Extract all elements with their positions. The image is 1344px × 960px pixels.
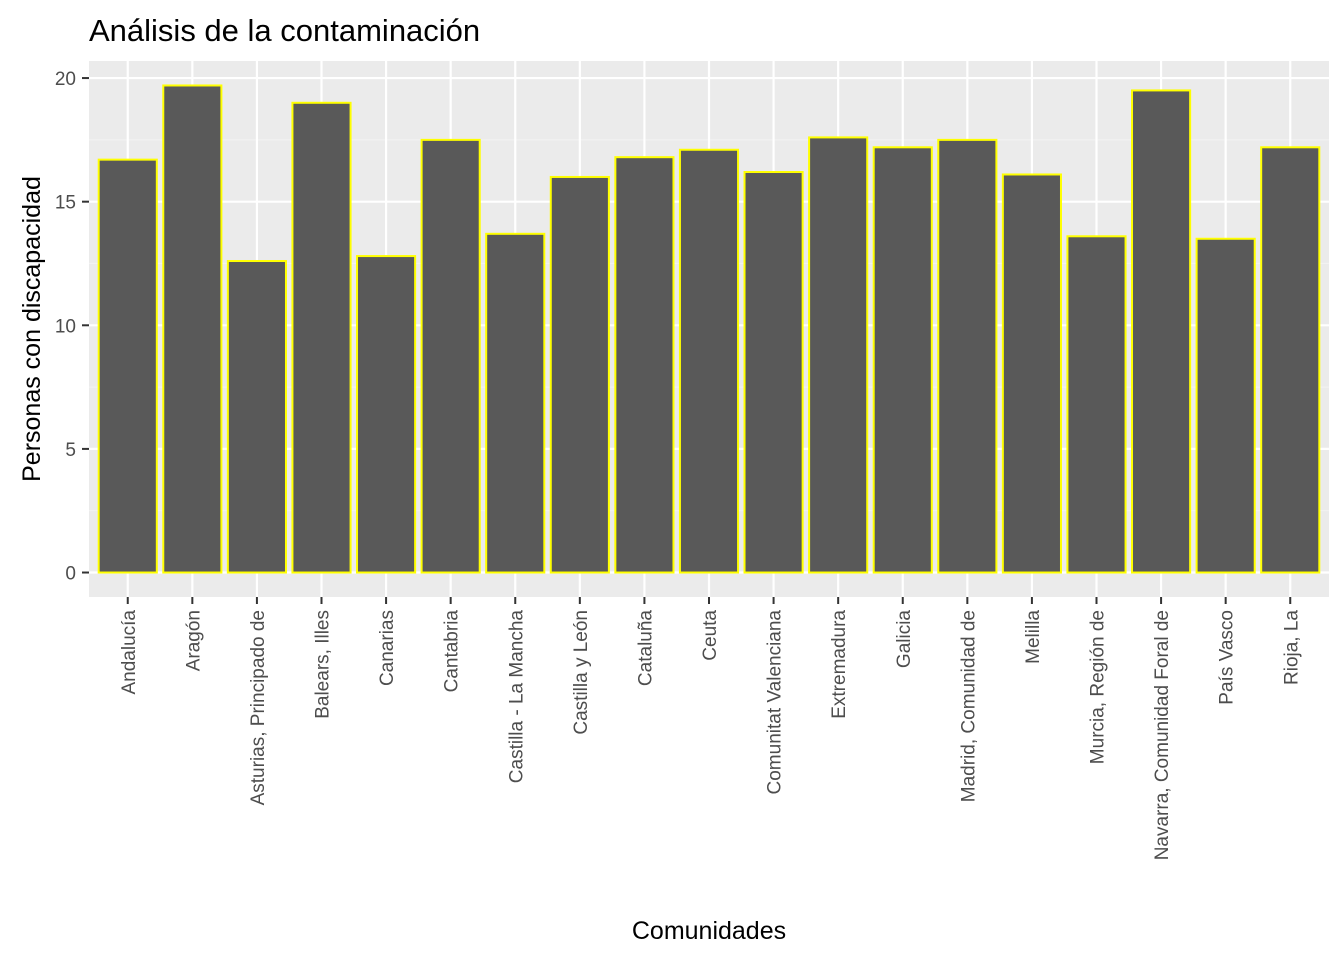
y-tick-label: 5 — [65, 440, 76, 461]
bar — [1001, 173, 1062, 574]
x-axis-ticks: Andalucía Aragón Asturias, Principado de Ba… — [119, 597, 1302, 860]
bar — [808, 136, 869, 574]
x-tick-label: Comunitat Valenciana — [765, 610, 786, 795]
bar — [1260, 146, 1321, 574]
x-tick-label: Castilla y León — [571, 610, 592, 735]
bar — [162, 84, 223, 574]
x-tick-label: País Vasco — [1217, 610, 1238, 705]
bar — [420, 138, 481, 574]
x-tick-label: Galicia — [894, 610, 915, 669]
bar — [743, 171, 804, 574]
chart-title: Análisis de la contaminación — [89, 13, 480, 48]
bar — [226, 260, 287, 574]
y-tick-label: 10 — [55, 316, 76, 337]
y-axis-ticks: 0 5 10 15 20 — [55, 69, 89, 585]
bar — [1066, 235, 1127, 574]
x-tick-label: Andalucía — [119, 610, 140, 695]
x-tick-label: Cataluña — [635, 610, 656, 686]
bar — [937, 138, 998, 574]
bar — [678, 148, 740, 574]
y-tick-label: 15 — [55, 193, 76, 214]
bar — [97, 158, 158, 574]
bar — [1195, 237, 1256, 574]
x-tick-label: Melilla — [1023, 610, 1044, 664]
x-tick-label: Madrid, Comunidad de — [958, 610, 979, 802]
x-tick-label: Aragón — [183, 610, 204, 671]
bar — [1131, 89, 1192, 574]
x-tick-label: Ceuta — [700, 610, 721, 661]
y-tick-label: 0 — [65, 564, 76, 585]
x-tick-label: Rioja, La — [1281, 610, 1302, 685]
x-tick-label: Balears, Illes — [313, 610, 334, 719]
x-tick-label: Asturias, Principado de — [248, 610, 269, 805]
x-tick-label: Cantabria — [442, 610, 463, 693]
bar — [485, 232, 546, 574]
x-tick-label: Canarias — [377, 610, 398, 686]
bar — [291, 101, 352, 574]
y-tick-label: 20 — [55, 69, 76, 90]
x-tick-label: Navarra, Comunidad Foral de — [1152, 610, 1173, 860]
x-axis-title: Comunidades — [632, 917, 786, 945]
bar — [614, 156, 675, 574]
x-tick-label: Murcia, Región de — [1088, 610, 1109, 764]
bar — [356, 255, 417, 574]
bars — [97, 84, 1321, 574]
bar — [549, 175, 610, 574]
bar — [872, 146, 933, 574]
x-tick-label: Castilla - La Mancha — [506, 610, 527, 784]
x-tick-label: Extremadura — [829, 610, 850, 719]
y-axis-title: Personas con discapacidad — [18, 176, 46, 482]
